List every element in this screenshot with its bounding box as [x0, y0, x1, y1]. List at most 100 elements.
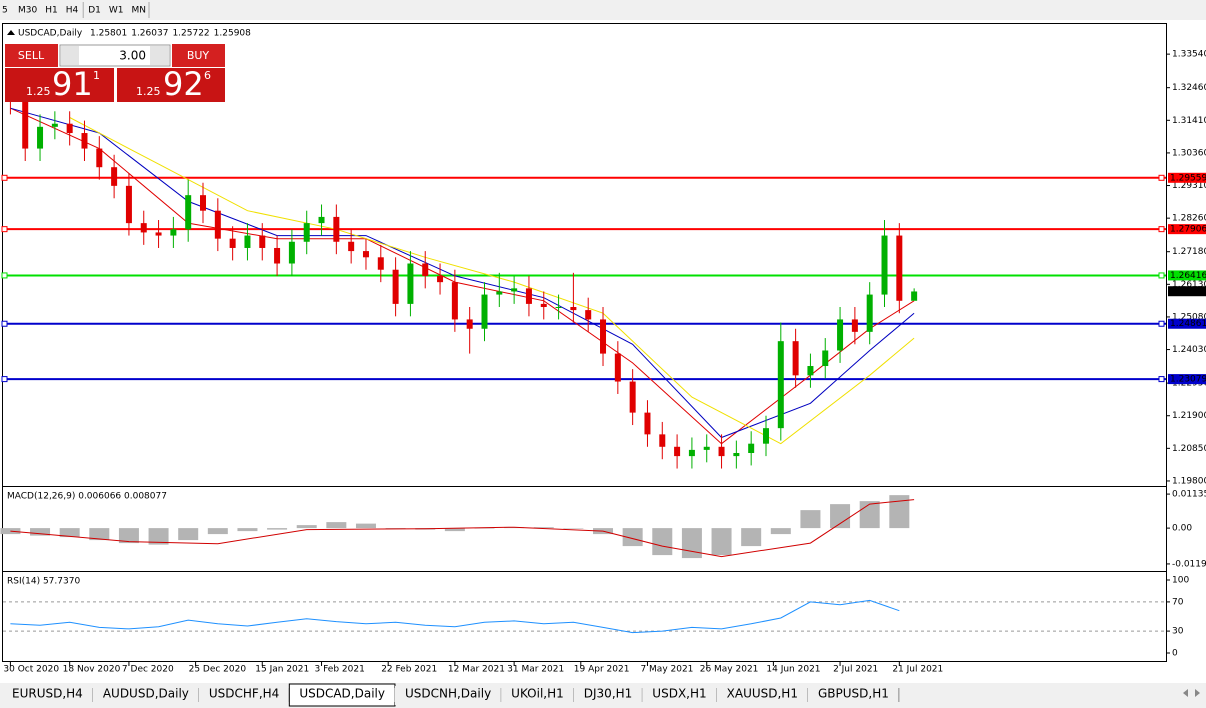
price-tag: [1168, 286, 1206, 297]
lots-input[interactable]: [59, 44, 171, 67]
tab[interactable]: [642, 686, 717, 705]
tab-label[interactable]: USDCAD,Daily: [299, 687, 385, 701]
tab-label[interactable]: UKOil,H1: [511, 687, 564, 701]
level-handle[interactable]: [1158, 174, 1165, 181]
level-handle[interactable]: [1, 226, 8, 233]
collapse-icon[interactable]: [7, 30, 15, 35]
x-tick-label: 15 Jan 2021: [255, 665, 309, 675]
timeframe-button[interactable]: H4: [66, 6, 79, 16]
candle-body: [600, 319, 607, 354]
level-handle[interactable]: [1, 272, 8, 279]
timeframe-button[interactable]: W1: [109, 6, 124, 16]
tab[interactable]: [198, 686, 290, 705]
tab-label[interactable]: DJ30,H1: [584, 687, 633, 701]
tab[interactable]: [807, 686, 899, 705]
macd-bar: [711, 528, 732, 556]
level-handle[interactable]: [1, 320, 8, 327]
candle-body: [140, 223, 147, 233]
y-tick-label: 1.29310: [1172, 181, 1206, 191]
candle-body: [170, 229, 177, 236]
macd-bar: [741, 528, 762, 547]
sell-button[interactable]: [5, 44, 58, 67]
buy-label[interactable]: BUY: [187, 49, 210, 62]
tab[interactable]: [573, 686, 643, 705]
tab[interactable]: [92, 686, 199, 705]
tab[interactable]: [716, 686, 808, 705]
ohlc-value: 1.25801: [90, 29, 127, 39]
ohlc-value: 1.25908: [214, 29, 251, 39]
candle-body: [377, 257, 384, 270]
timeframe-button[interactable]: H1: [45, 6, 58, 16]
candle-body: [451, 282, 458, 320]
macd-bar: [267, 528, 288, 530]
x-tick-label: 31 Mar 2021: [507, 665, 564, 675]
y-tick-label: 1.26130: [1172, 280, 1206, 290]
timeframe-button[interactable]: D1: [88, 6, 101, 16]
macd-bar: [563, 528, 584, 529]
candle-body: [481, 294, 488, 329]
candle-body: [81, 133, 88, 149]
macd-bar: [326, 522, 347, 529]
ask-box[interactable]: [117, 68, 225, 102]
scroll-left[interactable]: [1183, 689, 1188, 697]
lots-down[interactable]: [61, 46, 79, 65]
y-tick-label: 1.24030: [1172, 345, 1206, 355]
tab-label[interactable]: XAUUSD,H1: [727, 687, 798, 701]
tab-label[interactable]: USDX,H1: [652, 687, 706, 701]
tab-label[interactable]: GBPUSD,H1: [818, 687, 889, 701]
lots-up[interactable]: [150, 46, 169, 65]
tab-label[interactable]: AUDUSD,Daily: [103, 687, 189, 701]
x-tick-label: 12 Mar 2021: [448, 665, 505, 675]
tab-label[interactable]: USDCNH,Daily: [405, 687, 491, 701]
candle-body: [214, 210, 221, 239]
bid-box[interactable]: [5, 68, 114, 102]
macd-bar: [533, 527, 554, 529]
timeframe-button[interactable]: M30: [18, 6, 37, 16]
candle-body: [585, 310, 592, 320]
y-tick-label: 1.21900: [1172, 411, 1206, 421]
chart-frame: [2, 23, 1167, 662]
candle-body: [333, 216, 340, 242]
tab[interactable]: [394, 686, 502, 705]
scroll-right[interactable]: [1195, 689, 1200, 697]
macd-bar: [681, 528, 702, 559]
x-tick-label: 19 Apr 2021: [574, 665, 630, 675]
candle-body: [748, 443, 755, 454]
y-tick-label: 1.28260: [1172, 214, 1206, 224]
macd-bar: [59, 528, 80, 538]
tab[interactable]: [501, 686, 574, 705]
level-tag: [1168, 224, 1206, 235]
level-handle[interactable]: [1158, 226, 1165, 233]
sell-label[interactable]: SELL: [18, 49, 45, 62]
macd-bar: [859, 501, 880, 529]
timeframe-button[interactable]: 5: [2, 6, 8, 16]
macd-bar: [474, 528, 495, 529]
tab-label[interactable]: USDCHF,H4: [209, 687, 279, 701]
candle-body: [614, 353, 621, 382]
candle-body: [644, 412, 651, 435]
level-handle[interactable]: [1158, 376, 1165, 383]
bid-pips: 91: [52, 65, 93, 103]
level-handle[interactable]: [1, 376, 8, 383]
bid-fraction: 1: [93, 69, 100, 82]
macd-bar: [652, 528, 673, 556]
level-tag-label: 1.29559: [1170, 173, 1206, 183]
y-tick-label: 100: [1172, 576, 1189, 586]
candle-body: [303, 223, 310, 242]
timeframe-button[interactable]: MN: [132, 6, 147, 16]
ask-base: 1.25: [136, 85, 161, 98]
candle-body: [718, 446, 725, 457]
tab[interactable]: [2, 686, 93, 705]
macd-bar: [89, 528, 110, 541]
candle-body: [392, 269, 399, 304]
level-handle[interactable]: [1158, 272, 1165, 279]
tab-label[interactable]: EURUSD,H4: [12, 687, 83, 701]
y-tick-label: 1.33540: [1172, 50, 1206, 60]
candle-body: [866, 294, 873, 332]
level-handle[interactable]: [1158, 320, 1165, 327]
buy-button[interactable]: [172, 44, 225, 67]
level-handle[interactable]: [1, 174, 8, 181]
macd-bar: [385, 528, 406, 529]
candle-body: [407, 263, 414, 304]
